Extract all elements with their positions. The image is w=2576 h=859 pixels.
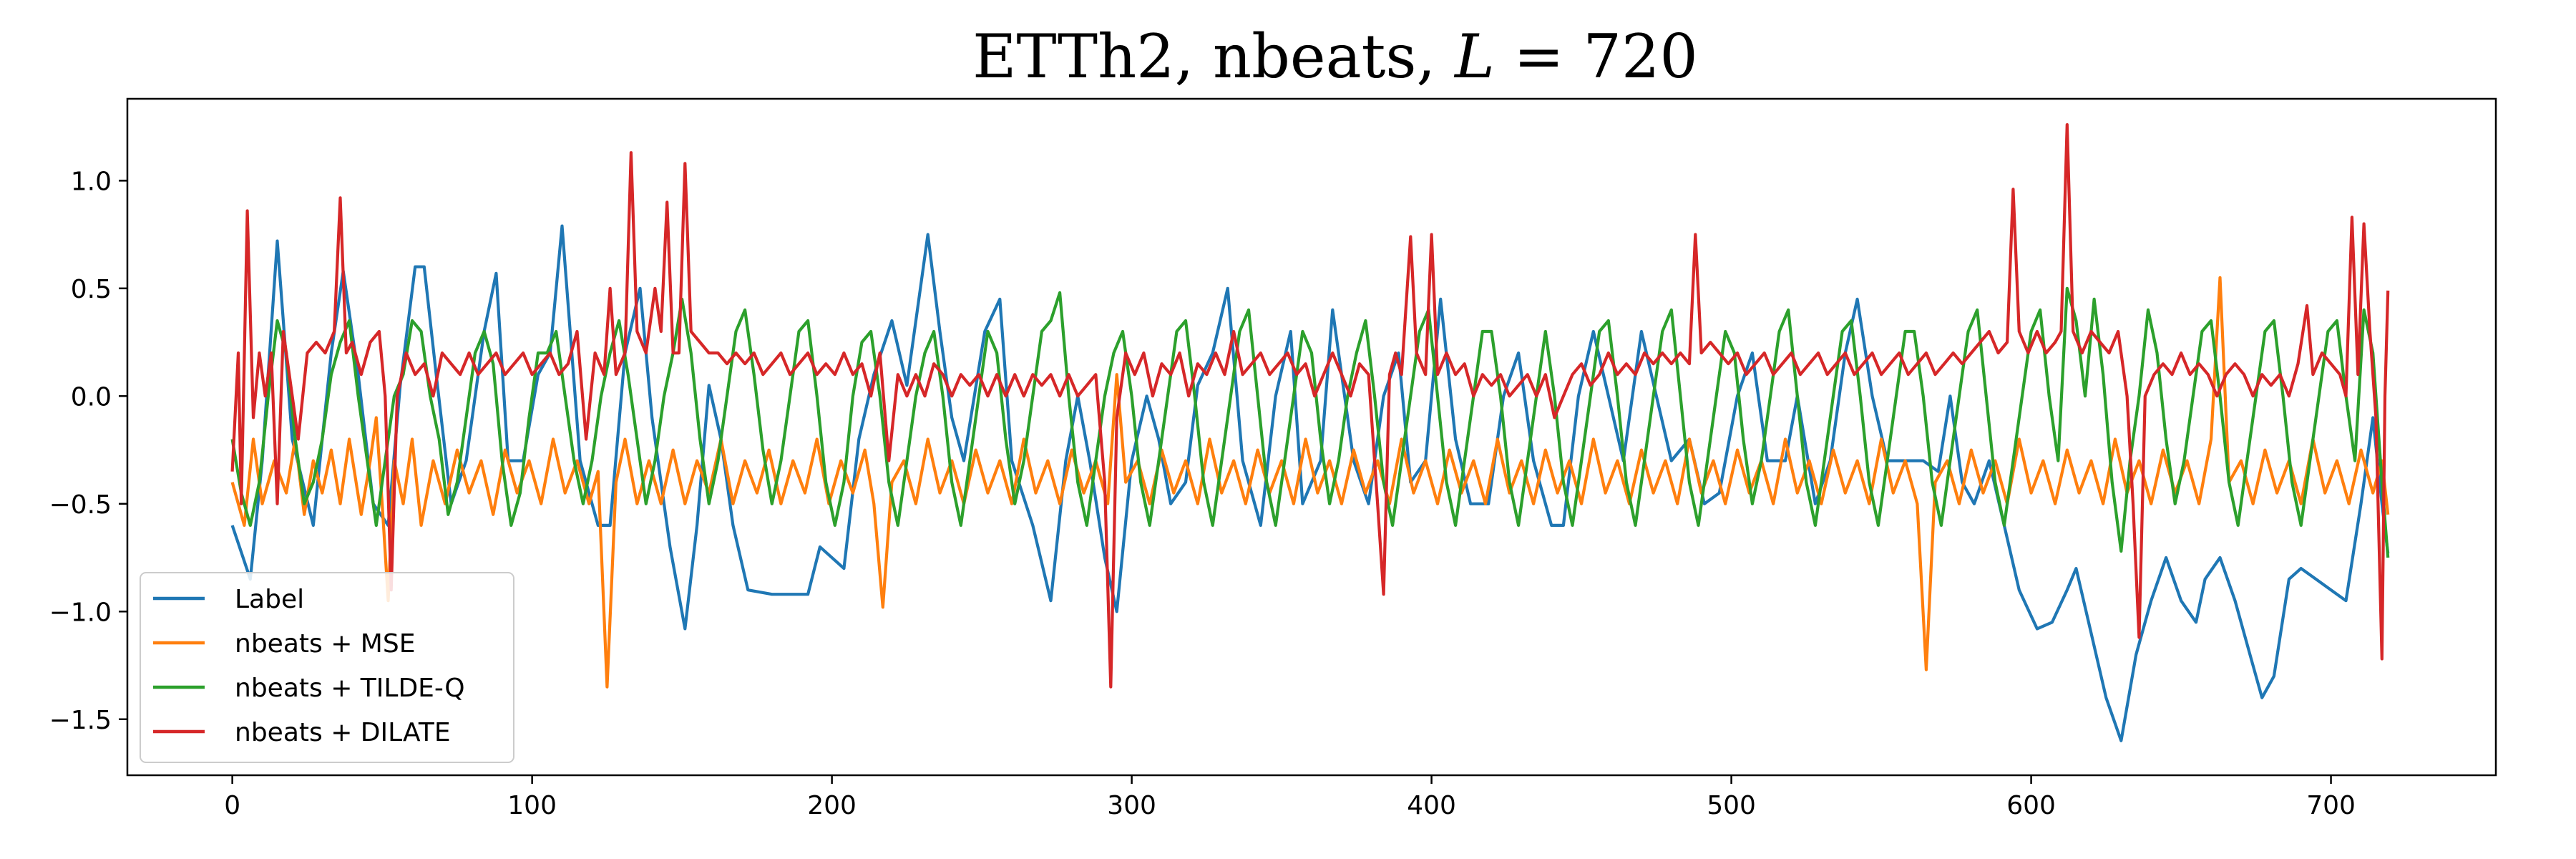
y-axis: 1.0 0.5 0.0 −0.5 −1.0 −1.5 <box>49 167 127 735</box>
x-tick-label: 0 <box>224 791 240 820</box>
series-line-3 <box>230 123 2390 689</box>
x-axis: 0 100 200 300 400 500 600 700 <box>224 775 2356 820</box>
y-tick-label: −1.5 <box>49 706 112 735</box>
legend-label-3: nbeats + DILATE <box>235 718 451 747</box>
y-tick-label: −1.0 <box>49 598 112 627</box>
legend-box <box>140 572 514 763</box>
y-tick-label: 0.5 <box>71 275 112 304</box>
series-line-0 <box>230 224 2390 742</box>
x-tick-label: 600 <box>2006 791 2056 820</box>
x-tick-label: 200 <box>807 791 857 820</box>
chart-title: ETTh2, nbeats, L = 720 <box>972 21 1698 92</box>
y-tick-label: 0.0 <box>71 382 112 412</box>
x-tick-label: 300 <box>1107 791 1156 820</box>
series-line-2 <box>230 286 2390 558</box>
y-tick-label: 1.0 <box>71 167 112 196</box>
series-line-1 <box>230 276 2390 689</box>
legend: Label nbeats + MSE nbeats + TILDE-Q nbeats … <box>140 572 514 763</box>
x-tick-label: 500 <box>1707 791 1756 820</box>
title-prefix: ETTh2, nbeats, <box>972 21 1455 92</box>
plot-area <box>126 97 2497 777</box>
legend-label-0: Label <box>235 585 304 614</box>
title-variable: L <box>1453 21 1495 92</box>
series-layer <box>230 123 2390 742</box>
x-tick-label: 700 <box>2306 791 2356 820</box>
title-suffix: = 720 <box>1495 21 1698 92</box>
x-tick-label: 400 <box>1407 791 1456 820</box>
y-tick-label: −0.5 <box>49 490 112 520</box>
x-tick-label: 100 <box>507 791 557 820</box>
legend-label-2: nbeats + TILDE-Q <box>235 674 465 703</box>
legend-label-1: nbeats + MSE <box>235 629 415 659</box>
